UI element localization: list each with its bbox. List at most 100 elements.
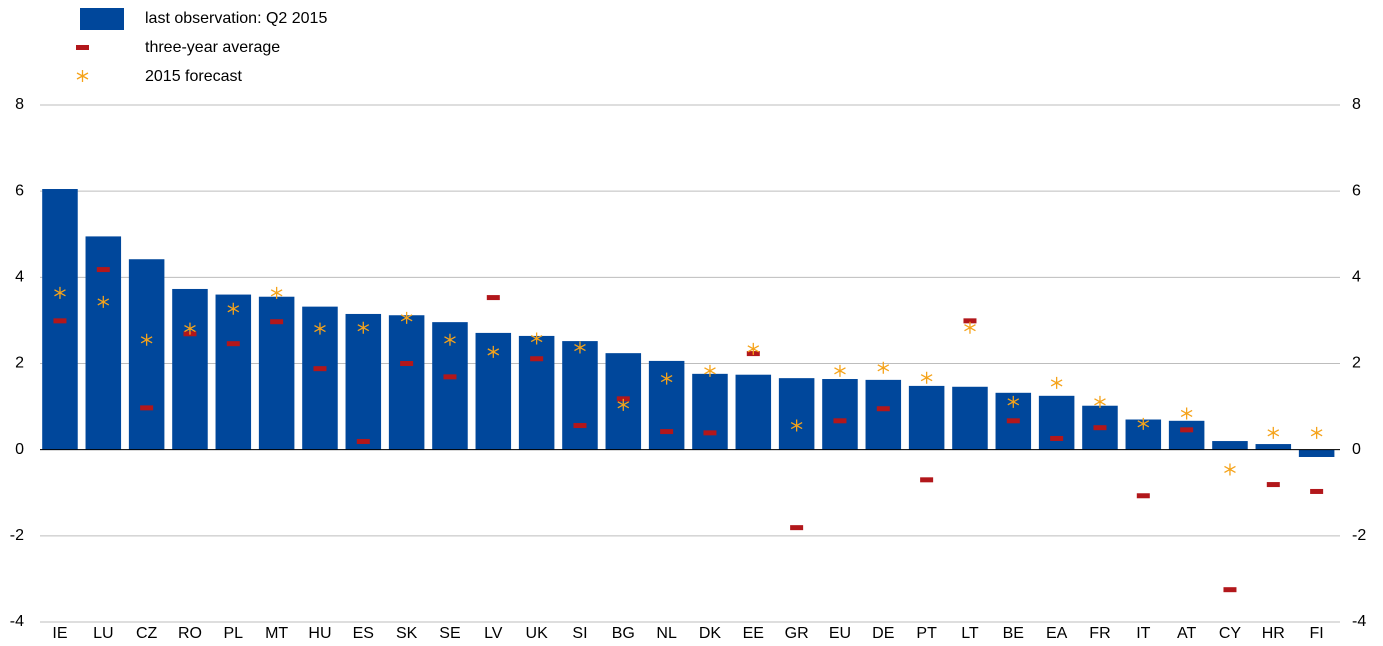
x-tick-label: IT [1136, 625, 1150, 642]
x-tick-label: RO [178, 625, 202, 642]
forecast-marker [357, 321, 370, 334]
forecast-marker [1137, 417, 1150, 430]
y-tick-label: 4 [15, 269, 24, 286]
x-tick-label: LV [484, 625, 503, 642]
bar [1168, 420, 1205, 450]
average-marker [486, 295, 500, 301]
forecast-marker [227, 302, 240, 315]
average-marker [313, 366, 327, 372]
average-marker [833, 418, 847, 424]
x-tick-label: CY [1219, 625, 1242, 642]
forecast-marker [574, 341, 586, 354]
forecast-marker [747, 342, 760, 355]
x-tick-label: HU [308, 625, 331, 642]
legend-swatch [76, 70, 89, 82]
average-marker [1180, 427, 1194, 433]
bar [345, 313, 382, 450]
x-tick-label: GR [785, 625, 809, 642]
average-marker [96, 267, 110, 273]
average-marker [270, 319, 284, 325]
bar [172, 288, 208, 450]
bar [215, 294, 252, 450]
x-tick-label: SE [439, 625, 460, 642]
x-tick-label: EE [743, 625, 764, 642]
x-tick-label: CZ [136, 625, 158, 642]
bar [562, 341, 598, 450]
legend-label: 2015 forecast [145, 68, 243, 85]
average-marker [573, 423, 587, 429]
forecast-marker [314, 322, 326, 335]
x-tick-label: FR [1089, 625, 1110, 642]
legend-swatch [76, 45, 89, 50]
average-marker [53, 318, 67, 324]
forecast-marker [1180, 407, 1193, 420]
bar [388, 315, 425, 450]
forecast-marker [834, 364, 846, 377]
forecast-marker [1007, 395, 1020, 408]
y2-tick-label: 4 [1352, 269, 1361, 286]
forecast-marker [877, 361, 890, 374]
y-tick-label: 0 [15, 441, 24, 458]
forecast-marker [54, 286, 66, 299]
bar [692, 373, 728, 450]
bar [518, 335, 555, 450]
forecast-marker [617, 398, 630, 411]
average-marker [1093, 425, 1107, 431]
x-tick-label: SK [396, 625, 418, 642]
forecast-marker [1050, 376, 1063, 389]
legend: last observation: Q2 2015 three-year ave… [76, 8, 327, 85]
x-tick-label: LT [961, 625, 979, 642]
y2-tick-label: 2 [1352, 355, 1361, 372]
forecast-marker [530, 332, 543, 345]
bar [865, 379, 902, 450]
average-marker [1050, 435, 1064, 441]
x-tick-label: ES [353, 625, 374, 642]
y-tick-label: -4 [10, 613, 24, 630]
forecast-marker [444, 333, 456, 346]
average-marker [1223, 587, 1237, 593]
forecast-marker [487, 345, 500, 358]
forecast-marker [270, 286, 283, 299]
y-tick-label: 8 [15, 96, 24, 113]
forecast-marker [660, 372, 673, 385]
average-marker [963, 318, 977, 324]
x-tick-label: MT [265, 625, 288, 642]
bar [128, 259, 165, 450]
forecast-marker [1094, 395, 1106, 408]
average-marker [443, 374, 457, 380]
y-tick-label: 6 [15, 182, 24, 199]
bar [1038, 395, 1075, 450]
average-marker [616, 396, 630, 402]
bar [735, 374, 772, 450]
average-marker [400, 361, 414, 366]
x-tick-label: SI [572, 625, 587, 642]
forecast-marker [1224, 463, 1236, 476]
x-tick-label: DK [699, 625, 722, 642]
x-tick-label: DE [872, 625, 894, 642]
forecast-marker [1267, 426, 1280, 439]
average-marker [1266, 482, 1280, 488]
forecast-marker [97, 295, 110, 308]
bar [1255, 444, 1292, 450]
average-marker [140, 405, 154, 411]
average-marker [1310, 488, 1324, 494]
average-marker [530, 356, 544, 362]
x-tick-label: IE [52, 625, 67, 642]
bar [952, 386, 988, 450]
bar [1212, 441, 1248, 450]
average-marker [920, 477, 934, 483]
bar [1298, 449, 1335, 457]
forecast-marker [1310, 426, 1323, 439]
average-marker [356, 438, 370, 444]
y-tick-label: -2 [10, 527, 24, 544]
forecast-marker [964, 321, 976, 334]
x-tick-label: UK [526, 625, 549, 642]
x-tick-label: PT [916, 625, 937, 642]
forecast-marker [704, 364, 716, 377]
forecast-marker [790, 419, 803, 432]
legend-label: three-year average [145, 39, 280, 56]
forecast-marker [400, 311, 413, 324]
x-tick-label: PL [224, 625, 244, 642]
y2-tick-label: 0 [1352, 441, 1361, 458]
legend-label: last observation: Q2 2015 [145, 10, 327, 27]
